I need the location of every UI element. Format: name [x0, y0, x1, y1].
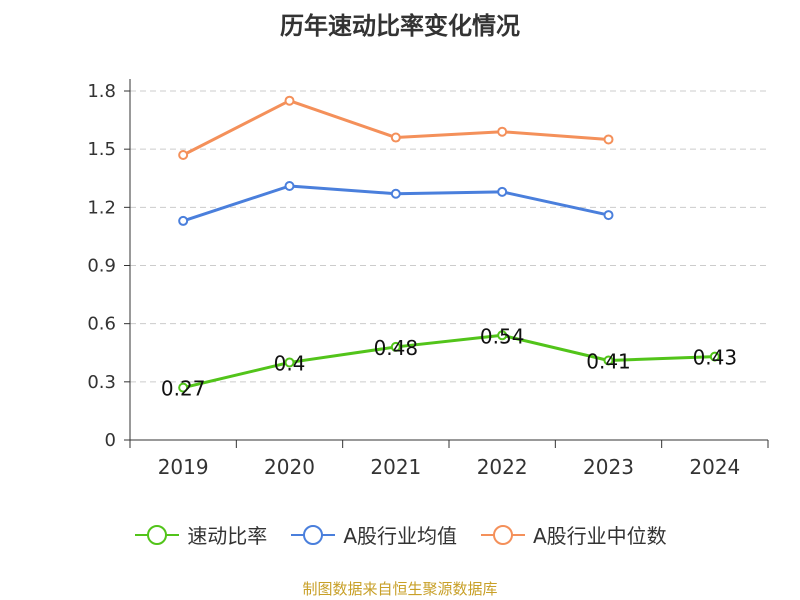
data-point [603, 134, 614, 145]
data-point [497, 186, 508, 197]
legend-marker-icon [481, 524, 525, 545]
data-point [284, 95, 295, 106]
data-point [497, 126, 508, 137]
data-point [390, 341, 401, 352]
data-point [603, 210, 614, 221]
x-tick-label: 2021 [370, 455, 421, 479]
legend-label: 速动比率 [187, 524, 268, 548]
x-tick-label: 2024 [689, 455, 740, 479]
data-point [709, 351, 720, 362]
chart-title: 历年速动比率变化情况 [280, 12, 520, 40]
series-line [182, 99, 609, 157]
source-note: 制图数据来自恒生聚源数据库 [302, 580, 498, 598]
data-point [178, 215, 189, 226]
data-label: 0.48 [374, 336, 419, 360]
legend: 速动比率 A股行业均值 A股行业中位数 [0, 520, 800, 549]
data-label: 0.54 [480, 324, 525, 348]
data-point [284, 357, 295, 368]
data-point [390, 132, 401, 143]
legend-label: A股行业均值 [343, 524, 457, 548]
legend-marker-icon [135, 524, 180, 545]
y-tick-label: 0.9 [87, 256, 116, 277]
data-label: 0.4 [274, 351, 306, 375]
data-point [178, 149, 189, 160]
y-tick-label: 1.2 [87, 197, 116, 218]
x-tick-label: 2020 [264, 455, 315, 479]
legend-marker-icon [291, 524, 336, 545]
x-tick-label: 2023 [583, 455, 634, 479]
data-point [603, 355, 614, 366]
x-tick-label: 2019 [158, 455, 209, 479]
data-point [284, 181, 295, 192]
legend-item[interactable]: A股行业均值 [289, 520, 457, 549]
legend-label: A股行业中位数 [533, 524, 667, 548]
data-label: 0.41 [586, 350, 631, 374]
data-point [497, 330, 508, 341]
y-tick-label: 1.5 [87, 139, 116, 160]
legend-item[interactable]: A股行业中位数 [479, 520, 667, 549]
y-tick-label: 0.6 [87, 314, 116, 335]
x-tick-label: 2022 [477, 455, 528, 479]
data-point [178, 382, 189, 393]
y-tick-label: 1.8 [87, 81, 116, 102]
series-line [182, 333, 715, 390]
y-tick-label: 0.3 [87, 372, 116, 393]
data-point [390, 188, 401, 199]
y-tick-label: 0 [105, 430, 116, 451]
data-label: 0.27 [161, 377, 206, 401]
legend-item[interactable]: 速动比率 [133, 520, 267, 549]
data-label: 0.43 [693, 346, 738, 370]
